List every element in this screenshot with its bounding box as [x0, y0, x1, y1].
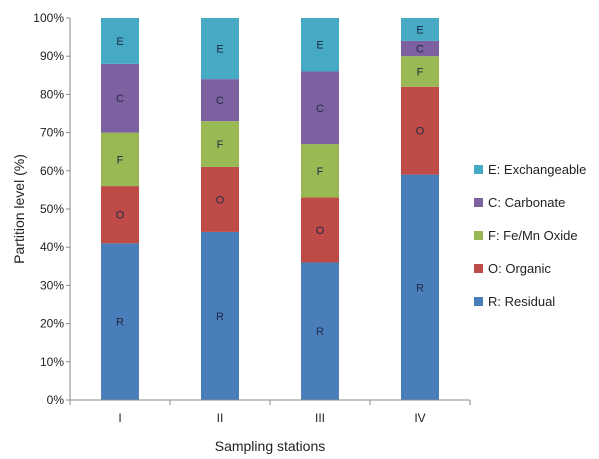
legend-label: E: Exchangeable	[488, 162, 586, 177]
y-tick-label: 80%	[40, 87, 64, 101]
bar-segment-label: E	[416, 24, 423, 36]
y-tick-label: 60%	[40, 164, 64, 178]
bar-stack-I: R O F C E	[101, 18, 139, 400]
y-tick-label: 40%	[40, 240, 64, 254]
bar-segment-label: O	[116, 210, 125, 222]
bar-segment-label: F	[417, 66, 424, 78]
bar-segment-label: O	[416, 126, 425, 138]
bar-segment-O-I	[101, 186, 139, 244]
bar-segment-E-II	[201, 18, 239, 80]
x-tick-label: I	[118, 411, 121, 425]
legend-label: R: Residual	[488, 294, 555, 309]
y-tick-label: 0%	[47, 393, 65, 407]
legend-swatch	[474, 264, 483, 273]
bar-segment-O-III	[301, 197, 339, 263]
bar-segment-C-IV	[401, 40, 439, 57]
bar-segment-O-II	[201, 166, 239, 232]
legend-swatch	[474, 165, 483, 174]
bar-segment-C-II	[201, 79, 239, 122]
bar-segment-label: R	[216, 311, 224, 323]
bar-segment-label: R	[416, 282, 424, 294]
bar-segment-E-III	[301, 18, 339, 72]
legend-item-E: E: Exchangeable	[474, 162, 586, 177]
bar-segment-label: E	[316, 40, 323, 52]
legend: E: Exchangeable C: Carbonate F: Fe/Mn Oxid…	[474, 162, 586, 309]
bar-segment-label: O	[216, 194, 225, 206]
bar-segment-label: R	[316, 326, 324, 338]
legend-item-C: C: Carbonate	[474, 195, 565, 210]
bar-segment-C-I	[101, 63, 139, 133]
legend-item-O: O: Organic	[474, 261, 551, 276]
legend-swatch	[474, 198, 483, 207]
y-tick-label: 50%	[40, 202, 64, 216]
bar-segment-label: F	[317, 166, 324, 178]
legend-item-R: R: Residual	[474, 294, 555, 309]
x-tick-label: III	[315, 411, 325, 425]
bar-segment-F-II	[201, 121, 239, 167]
bar-segment-label: C	[416, 44, 424, 56]
y-tick-label: 70%	[40, 126, 64, 140]
bar-segment-label: F	[217, 139, 224, 151]
x-tick-label: II	[217, 411, 224, 425]
x-axis-ticks: I II III IV	[69, 400, 471, 425]
bar-segment-R-I	[101, 243, 139, 400]
legend-label: F: Fe/Mn Oxide	[488, 228, 578, 243]
bar-segment-E-I	[101, 18, 139, 64]
bar-segment-R-III	[301, 262, 339, 400]
bar-stack-IV: R O FCE	[401, 18, 439, 400]
bar-stack-III: R O F C E	[301, 18, 339, 400]
y-tick-label: 20%	[40, 317, 64, 331]
bar-segment-R-II	[201, 231, 239, 400]
bar-segment-R-IV	[401, 174, 439, 400]
legend-swatch	[474, 231, 483, 240]
bar-segment-F-IV	[401, 56, 439, 87]
bar-segment-label: C	[116, 93, 124, 105]
y-axis-ticks: 0% 10% 20% 30% 40% 50% 60% 70% 80% 90% 100%	[33, 11, 70, 407]
bar-segment-label: R	[116, 317, 124, 329]
bar-segment-O-IV	[401, 86, 439, 175]
bar-segment-label: C	[216, 95, 224, 107]
bar-stack-II: R O F C E	[201, 18, 239, 400]
legend-label: C: Carbonate	[488, 195, 565, 210]
y-tick-label: 30%	[40, 278, 64, 292]
bar-segment-E-IV	[401, 18, 439, 41]
bar-segment-label: O	[316, 225, 325, 237]
bar-segment-F-III	[301, 144, 339, 198]
bar-segment-label: E	[216, 44, 223, 56]
x-axis-title: Sampling stations	[215, 438, 326, 454]
x-tick-label: IV	[414, 411, 425, 425]
y-axis-title: Partition level (%)	[11, 154, 27, 264]
bar-segment-label: E	[116, 36, 123, 48]
y-tick-label: 90%	[40, 49, 64, 63]
legend-label: O: Organic	[488, 261, 551, 276]
legend-swatch	[474, 297, 483, 306]
bar-segment-C-III	[301, 71, 339, 145]
y-tick-label: 10%	[40, 355, 64, 369]
bar-segment-F-I	[101, 132, 139, 187]
y-tick-label: 100%	[33, 11, 64, 25]
bar-segment-label: F	[117, 154, 124, 166]
legend-item-F: F: Fe/Mn Oxide	[474, 228, 578, 243]
bar-segment-label: C	[316, 103, 324, 115]
